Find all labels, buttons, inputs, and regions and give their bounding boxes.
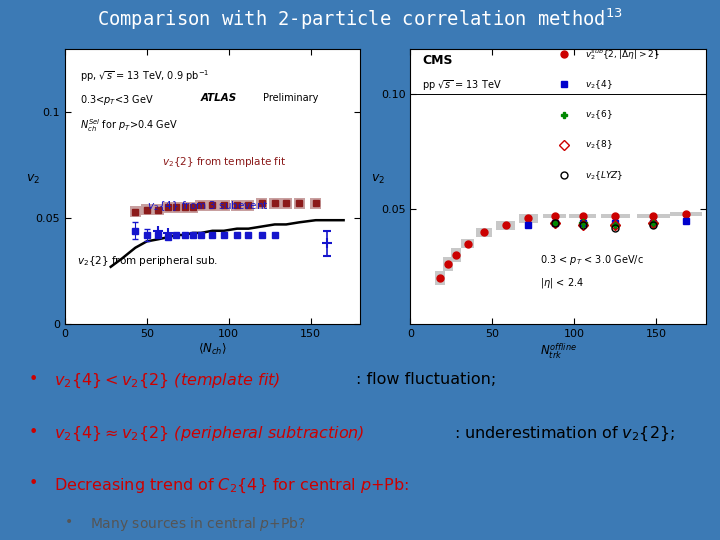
Text: $v_2\{8\}$: $v_2\{8\}$ — [585, 139, 612, 151]
Bar — [310, 198, 321, 208]
Text: CMS: CMS — [422, 54, 453, 67]
Text: $v_2\{2\}$ from template fit: $v_2\{2\}$ from template fit — [162, 154, 287, 168]
Text: $v_2\{4\}$: $v_2\{4\}$ — [585, 78, 612, 91]
Text: $v_2^{sub}\{2, |\Delta\eta|>2\}$: $v_2^{sub}\{2, |\Delta\eta|>2\}$ — [585, 46, 660, 62]
Text: pp $\sqrt{s}$ = 13 TeV: pp $\sqrt{s}$ = 13 TeV — [422, 79, 502, 93]
Bar — [600, 214, 630, 218]
Text: Preliminary: Preliminary — [263, 93, 318, 103]
Text: Many sources in central $p$+Pb?: Many sources in central $p$+Pb? — [90, 515, 306, 534]
Bar — [218, 200, 230, 211]
Bar — [187, 202, 199, 213]
Text: 0.3<$p_T$<3 GeV: 0.3<$p_T$<3 GeV — [79, 93, 153, 107]
Text: $N_{ch}^{Sel}$ for $p_T$>0.4 GeV: $N_{ch}^{Sel}$ for $p_T$>0.4 GeV — [79, 117, 178, 134]
Y-axis label: $v_2$: $v_2$ — [371, 173, 385, 186]
Text: $v_2\{2\}$ from peripheral sub.: $v_2\{2\}$ from peripheral sub. — [76, 254, 217, 268]
Text: Comparison with 2-particle correlation method$^{13}$: Comparison with 2-particle correlation m… — [97, 6, 623, 32]
Text: Decreasing trend of $C_2\{4\}$ for central $p$+Pb:: Decreasing trend of $C_2\{4\}$ for centr… — [54, 476, 409, 495]
Text: 0.3 < $p_T$ < 3.0 GeV/c: 0.3 < $p_T$ < 3.0 GeV/c — [540, 253, 644, 267]
Bar — [269, 198, 281, 208]
Bar — [195, 200, 207, 211]
Text: •: • — [65, 515, 73, 529]
Text: $v_2\{4\} < v_2\{2\}$ (template fit): $v_2\{4\} < v_2\{2\}$ (template fit) — [54, 372, 280, 390]
Text: $v_2\{6\}$: $v_2\{6\}$ — [585, 109, 612, 121]
Bar — [451, 248, 462, 262]
Bar — [153, 204, 164, 215]
X-axis label: $\langle N_{ch}\rangle$: $\langle N_{ch}\rangle$ — [198, 342, 227, 357]
Bar — [435, 271, 445, 285]
Bar — [171, 202, 182, 213]
Bar — [462, 239, 474, 248]
Bar — [231, 200, 243, 211]
Text: $v_2\{LYZ\}$: $v_2\{LYZ\}$ — [585, 169, 623, 181]
Text: $v_2\{4\}$ from 3 subevent: $v_2\{4\}$ from 3 subevent — [148, 199, 269, 213]
Bar — [141, 204, 153, 215]
Bar — [130, 206, 141, 217]
Text: pp, $\sqrt{s}$ = 13 TeV, 0.9 pb$^{-1}$: pp, $\sqrt{s}$ = 13 TeV, 0.9 pb$^{-1}$ — [79, 68, 209, 84]
Bar — [281, 198, 292, 208]
Bar — [207, 200, 218, 211]
X-axis label: $N_{trk}^{offline}$: $N_{trk}^{offline}$ — [539, 342, 577, 361]
Bar — [163, 202, 174, 213]
Bar — [544, 214, 566, 218]
Text: •: • — [29, 425, 38, 440]
Bar — [570, 214, 595, 218]
Text: $|\eta|$ < 2.4: $|\eta|$ < 2.4 — [540, 276, 584, 290]
Text: : flow fluctuation;: : flow fluctuation; — [356, 372, 497, 387]
Bar — [256, 198, 267, 208]
Bar — [518, 214, 539, 223]
Text: ATLAS: ATLAS — [201, 93, 237, 103]
Bar — [670, 212, 702, 216]
Text: $v_2\{4\} \approx v_2\{2\}$ (peripheral subtraction): $v_2\{4\} \approx v_2\{2\}$ (peripheral … — [54, 425, 364, 443]
Text: •: • — [29, 372, 38, 387]
Bar — [495, 221, 516, 230]
Text: •: • — [29, 476, 38, 491]
Bar — [243, 200, 254, 211]
Text: : underestimation of $v_2\{2\}$;: : underestimation of $v_2\{2\}$; — [454, 425, 675, 443]
Bar — [636, 214, 670, 218]
Bar — [444, 258, 453, 271]
Bar — [476, 227, 492, 237]
Bar — [294, 198, 305, 208]
Y-axis label: $v_2$: $v_2$ — [25, 173, 40, 186]
Bar — [179, 202, 190, 213]
